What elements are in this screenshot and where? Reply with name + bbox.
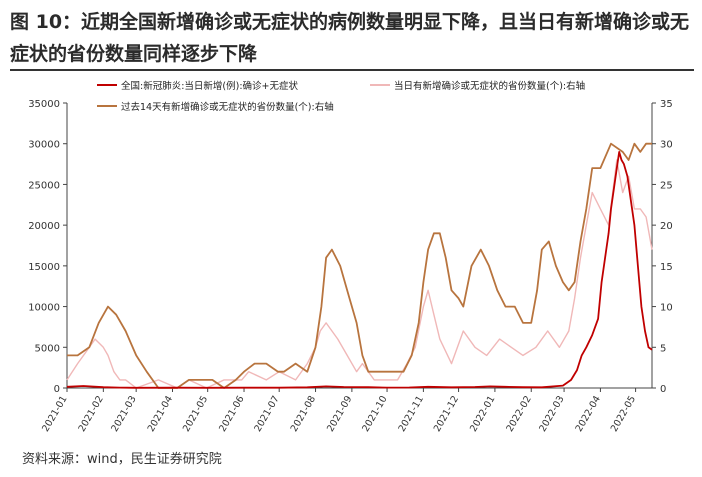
y-right-tick-label: 25 xyxy=(660,180,673,191)
y-left-tick-label: 5000 xyxy=(35,343,60,354)
line-chart: 0 5000 10000 15000 20000 25000 30000 35000 0 5 10 1… xyxy=(28,80,673,434)
y-right-tick-label: 0 xyxy=(660,384,666,395)
y-left-tick-label: 25000 xyxy=(28,180,60,191)
x-tick-label: 2021-07 xyxy=(252,394,281,434)
x-tick-label: 2022-04 xyxy=(574,394,603,434)
x-tick-label: 2021-04 xyxy=(146,394,175,434)
chart-legend: 全国:新冠肺炎:当日新增(例):确诊+无症状 当日有新增确诊或无症状的省份数量(个… xyxy=(97,80,585,113)
series-line-0 xyxy=(66,151,653,389)
x-tick-label: 2021-03 xyxy=(109,394,138,434)
legend-label-2: 过去14天有新增确诊或无症状的省份数量(个):右轴 xyxy=(121,101,334,113)
legend-label-0: 全国:新冠肺炎:当日新增(例):确诊+无症状 xyxy=(121,80,298,92)
x-tick-label: 2022-01 xyxy=(468,394,497,434)
series-line-2 xyxy=(67,142,652,389)
figure-title: 图 10：近期全国新增确诊或无症状的病例数量明显下降，且当日有新增确诊或无症状的… xyxy=(10,11,690,65)
x-tick-label: 2022-05 xyxy=(609,394,638,434)
y-right-tick-label: 5 xyxy=(660,343,666,354)
x-tick-label: 2021-05 xyxy=(181,394,210,434)
legend-label-1: 当日有新增确诊或无症状的省份数量(个):右轴 xyxy=(394,80,585,92)
x-tick-label: 2021-02 xyxy=(77,394,106,434)
x-tick-label: 2021-06 xyxy=(217,394,246,434)
x-tick-label: 2022-03 xyxy=(537,394,566,434)
y-left-tick-label: 30000 xyxy=(28,140,60,151)
title-underline xyxy=(10,69,694,71)
y-left-tick-label: 15000 xyxy=(28,262,60,273)
y-left-tick-label: 35000 xyxy=(28,99,60,110)
x-tick-label: 2021-10 xyxy=(360,394,389,434)
source-note: 资料来源：wind，民生证券研究院 xyxy=(22,452,222,467)
x-tick-label: 2021-09 xyxy=(325,394,354,434)
y-left-tick-label: 10000 xyxy=(28,303,60,314)
y-right-tick-label: 30 xyxy=(660,140,673,151)
series-layer xyxy=(66,142,653,389)
x-tick-label: 2021-01 xyxy=(40,394,69,434)
y-left-tick-label: 20000 xyxy=(28,221,60,232)
y-right-tick-label: 10 xyxy=(660,303,673,314)
x-tick-label: 2021-11 xyxy=(397,394,426,434)
y-right-tick-label: 20 xyxy=(660,221,673,232)
x-tick-label: 2022-02 xyxy=(504,394,533,434)
y-right-tick-label: 15 xyxy=(660,262,673,273)
x-tick-label: 2021-08 xyxy=(289,394,318,434)
y-left-tick-label: 0 xyxy=(54,384,60,395)
series-line-1 xyxy=(66,159,653,389)
x-tick-label: 2021-12 xyxy=(432,394,461,434)
y-right-tick-label: 35 xyxy=(660,99,673,110)
